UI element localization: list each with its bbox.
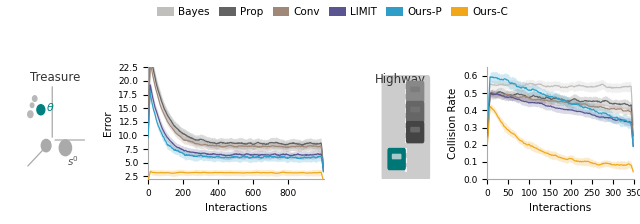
Circle shape [33, 96, 37, 101]
FancyBboxPatch shape [406, 121, 424, 143]
Circle shape [42, 139, 51, 152]
Circle shape [28, 111, 33, 118]
X-axis label: Interactions: Interactions [529, 203, 591, 213]
FancyBboxPatch shape [387, 148, 406, 170]
FancyBboxPatch shape [410, 127, 420, 132]
Text: Highway: Highway [374, 73, 426, 86]
FancyBboxPatch shape [410, 107, 420, 112]
X-axis label: Interactions: Interactions [205, 203, 267, 213]
Y-axis label: Collision Rate: Collision Rate [448, 88, 458, 159]
Circle shape [30, 103, 34, 108]
Y-axis label: Error: Error [103, 110, 113, 136]
FancyBboxPatch shape [381, 75, 430, 180]
FancyBboxPatch shape [410, 86, 420, 92]
FancyBboxPatch shape [406, 81, 424, 103]
FancyBboxPatch shape [406, 101, 424, 123]
FancyBboxPatch shape [392, 154, 401, 159]
Text: Treasure: Treasure [30, 71, 81, 84]
Text: $\theta$: $\theta$ [45, 101, 54, 113]
Legend: Bayes, Prop, Conv, LIMIT, Ours-P, Ours-C: Bayes, Prop, Conv, LIMIT, Ours-P, Ours-C [154, 3, 512, 21]
Text: $s^0$: $s^0$ [67, 154, 79, 168]
Circle shape [60, 140, 72, 156]
Circle shape [37, 105, 45, 115]
